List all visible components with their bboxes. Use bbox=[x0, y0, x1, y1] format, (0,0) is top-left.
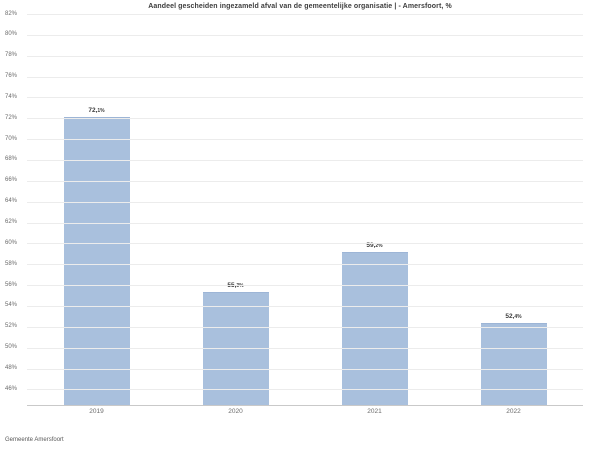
y-tick-label: 50% bbox=[5, 344, 18, 351]
bar-value-label: 52,4% bbox=[505, 313, 521, 321]
y-tick-label: 58% bbox=[5, 260, 18, 267]
bar-value-main: 72, bbox=[88, 107, 98, 115]
y-gridline bbox=[27, 201, 583, 203]
y-tick-label: 68% bbox=[5, 156, 18, 163]
y-gridline bbox=[27, 118, 583, 120]
bar-value-decimal: 3% bbox=[236, 283, 244, 290]
y-tick-label: 60% bbox=[5, 239, 18, 246]
y-gridline bbox=[27, 326, 583, 328]
y-tick-label: 54% bbox=[5, 302, 18, 309]
y-tick-label: 74% bbox=[5, 93, 18, 100]
y-tick-label: 64% bbox=[5, 198, 18, 205]
bar-slot-2021: 59,2% bbox=[305, 14, 444, 405]
x-tick-label-2021: 2021 bbox=[367, 408, 382, 415]
y-tick-label: 82% bbox=[5, 10, 18, 17]
bar-value-label: 59,2% bbox=[366, 242, 382, 250]
chart-title: Aandeel gescheiden ingezameld afval van … bbox=[148, 3, 452, 10]
y-gridline bbox=[27, 264, 583, 266]
y-gridline bbox=[27, 97, 583, 99]
bar-value-label: 72,1% bbox=[88, 107, 104, 115]
x-tick-label-2022: 2022 bbox=[506, 408, 521, 415]
source-note: Gemeente Amersfoort bbox=[5, 437, 64, 443]
bar-2020[interactable] bbox=[202, 292, 269, 405]
y-tick-label: 56% bbox=[5, 281, 18, 288]
y-tick-label: 70% bbox=[5, 135, 18, 142]
bar-slot-2020: 55,3% bbox=[166, 14, 305, 405]
y-gridline bbox=[27, 368, 583, 370]
y-gridline bbox=[27, 222, 583, 224]
y-tick-label: 72% bbox=[5, 114, 18, 121]
y-gridline bbox=[27, 389, 583, 391]
y-tick-label: 62% bbox=[5, 219, 18, 226]
x-tick-label-2020: 2020 bbox=[228, 408, 243, 415]
bar-value-decimal: 4% bbox=[514, 313, 522, 320]
y-tick-label: 48% bbox=[5, 365, 18, 371]
y-gridline bbox=[27, 285, 583, 287]
y-tick-label: 80% bbox=[5, 31, 18, 38]
y-tick-label: 78% bbox=[5, 52, 18, 59]
bar-slot-2022: 52,4% bbox=[444, 14, 583, 405]
y-gridline bbox=[27, 55, 583, 57]
y-tick-label: 52% bbox=[5, 323, 18, 330]
x-tick-label-2019: 2019 bbox=[89, 408, 104, 415]
bars-row: 72,1% 55,3% 59,2% 52,4% bbox=[27, 14, 583, 405]
y-gridline bbox=[27, 347, 583, 349]
bar-slot-2019: 72,1% bbox=[27, 14, 166, 405]
y-gridline bbox=[27, 243, 583, 245]
y-gridline bbox=[27, 34, 583, 36]
y-gridline bbox=[27, 14, 583, 15]
y-tick-label: 76% bbox=[5, 73, 18, 80]
x-axis-line bbox=[27, 405, 583, 406]
bar-2019[interactable] bbox=[63, 117, 130, 405]
x-axis-labels: 2019 2020 2021 2022 bbox=[27, 408, 583, 415]
y-tick-label: 46% bbox=[5, 385, 18, 392]
y-gridline bbox=[27, 180, 583, 182]
bar-value-main: 52, bbox=[505, 312, 515, 320]
y-gridline bbox=[27, 139, 583, 141]
y-gridline bbox=[27, 159, 583, 161]
bar-2022[interactable] bbox=[480, 322, 547, 405]
bar-value-decimal: 2% bbox=[375, 242, 383, 249]
bar-value-label: 55,3% bbox=[227, 282, 243, 290]
y-gridline bbox=[27, 76, 583, 78]
bar-value-decimal: 1% bbox=[97, 108, 105, 115]
y-gridline bbox=[27, 305, 583, 307]
y-tick-label: 66% bbox=[5, 177, 18, 184]
bar-2021[interactable] bbox=[341, 251, 408, 405]
bar-value-main: 59, bbox=[366, 241, 376, 249]
bar-chart-plot-area: 72,1% 55,3% 59,2% 52,4% bbox=[27, 14, 583, 405]
